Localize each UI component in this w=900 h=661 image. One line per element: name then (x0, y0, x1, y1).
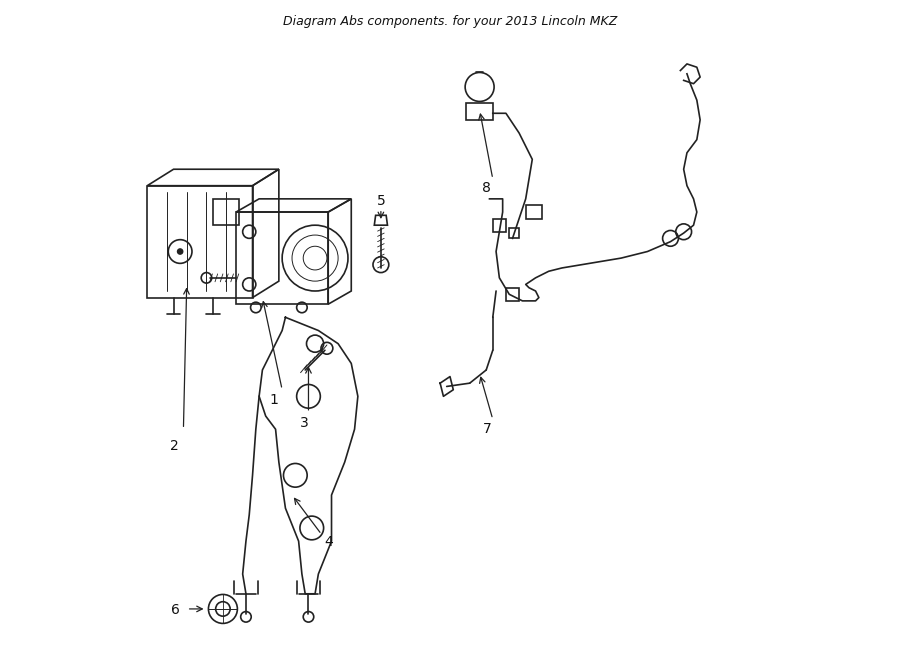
Text: 5: 5 (376, 194, 385, 208)
Text: 4: 4 (324, 535, 333, 549)
Text: 7: 7 (483, 422, 492, 436)
Text: 8: 8 (482, 181, 490, 195)
Text: 1: 1 (269, 393, 278, 407)
Text: Diagram Abs components. for your 2013 Lincoln MKZ: Diagram Abs components. for your 2013 Li… (283, 15, 617, 28)
Text: 3: 3 (300, 416, 308, 430)
Circle shape (177, 249, 183, 254)
Text: 6: 6 (171, 603, 180, 617)
Text: 2: 2 (170, 439, 179, 453)
